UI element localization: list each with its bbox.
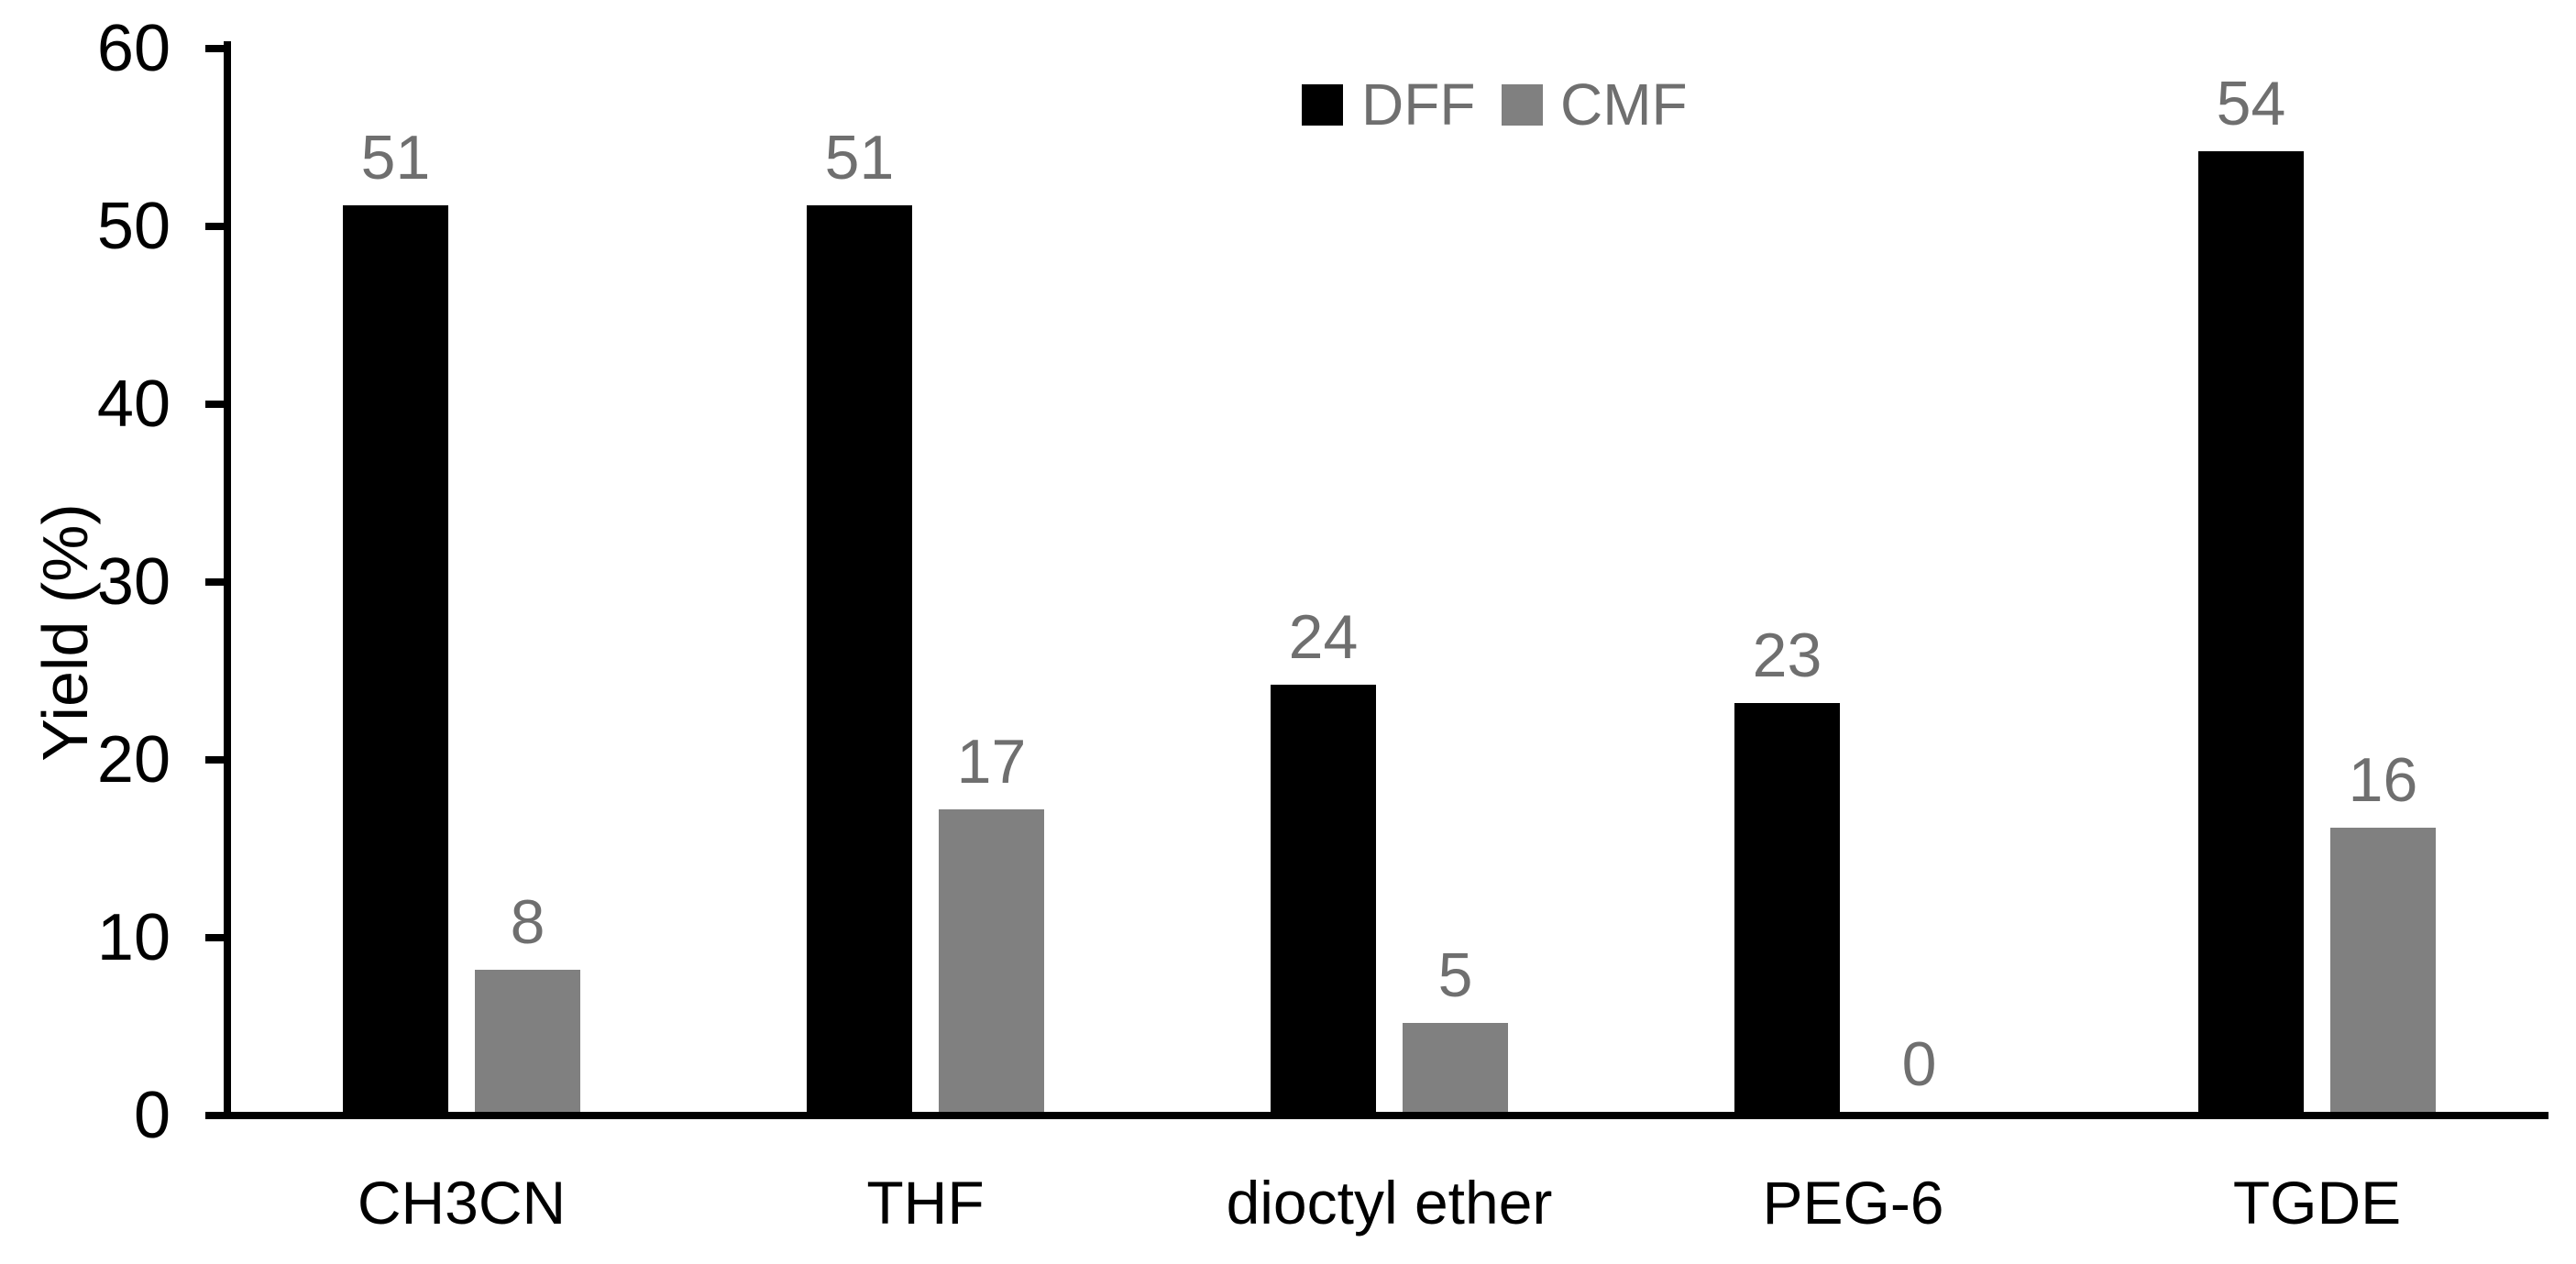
legend-label-dff: DFF [1361,71,1476,137]
bar-dff [1271,685,1376,1112]
value-label-dff: 23 [1752,620,1822,690]
legend-swatch-cmf [1502,84,1543,126]
x-category-label: TGDE [2232,1169,2402,1237]
y-tick-label: 60 [96,12,171,85]
y-tick-mark [205,223,224,230]
legend-label-cmf: CMF [1560,71,1688,137]
y-tick-mark [205,578,224,586]
value-label-cmf: 8 [510,886,545,957]
value-label-cmf: 5 [1437,940,1473,1010]
y-tick-label: 0 [133,1079,171,1152]
y-tick-mark [205,756,224,764]
x-category-label: dioctyl ether [1226,1169,1553,1237]
y-tick-mark [205,1112,224,1119]
value-label-dff: 51 [824,122,895,192]
y-tick-mark [205,934,224,941]
value-label-dff: 51 [360,122,431,192]
value-label-dff: 24 [1288,602,1359,673]
bar-dff [807,204,912,1112]
y-tick-mark [205,45,224,52]
legend-swatch-dff [1302,84,1343,126]
y-tick-label: 10 [96,901,171,974]
value-label-cmf: 16 [2348,744,2418,815]
bar-dff [1734,702,1840,1112]
bar-cmf [2330,827,2436,1112]
x-category-label: CH3CN [357,1169,567,1237]
bar-dff [343,204,448,1112]
y-tick-mark [205,401,224,408]
bar-dff [2198,151,2304,1112]
bar-cmf [1403,1023,1508,1112]
y-tick-label: 30 [96,545,171,619]
y-axis-line [224,41,231,1119]
bar-cmf [939,809,1044,1112]
value-label-cmf: 0 [1901,1029,1937,1099]
y-tick-label: 40 [96,368,171,441]
y-tick-label: 50 [96,190,171,263]
value-label-cmf: 17 [956,727,1027,797]
y-tick-label: 20 [96,723,171,797]
x-axis-line [224,1112,2548,1119]
value-label-dff: 54 [2216,69,2286,139]
x-category-label: PEG-6 [1762,1169,1944,1237]
x-category-label: THF [866,1169,985,1237]
bar-cmf [475,969,580,1112]
